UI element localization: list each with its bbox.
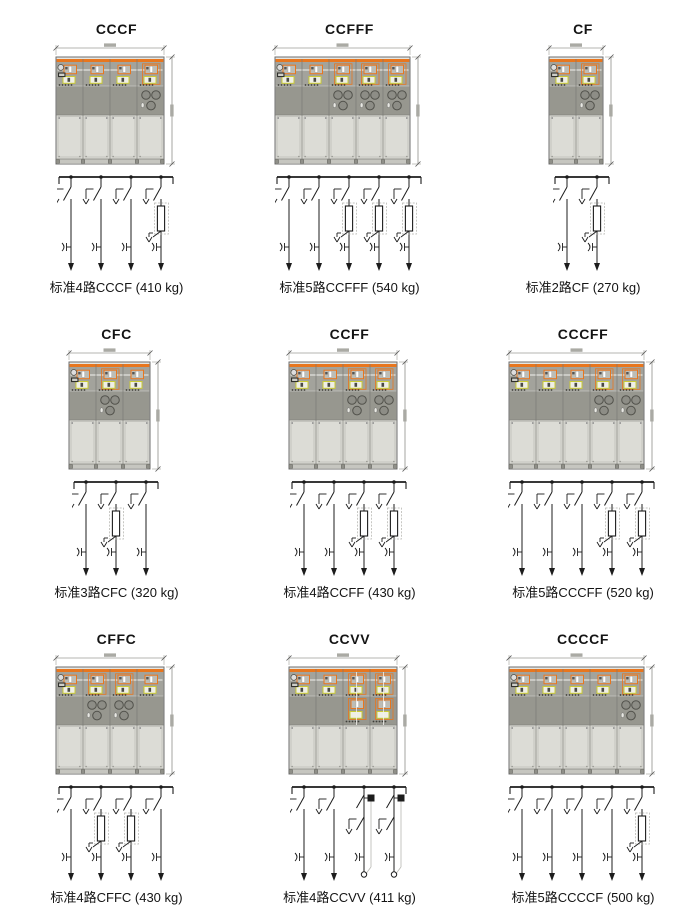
switchgear-panel: CCCCF 标准5路CCCCF (500 kg)	[466, 610, 700, 917]
cabinet-front-view	[505, 653, 655, 777]
single-line-diagram	[56, 175, 174, 271]
single-line-diagram	[56, 785, 174, 881]
single-line-diagram	[274, 175, 422, 271]
panel-title: CCFFF	[325, 21, 374, 37]
panel-title: CCCCF	[557, 631, 609, 647]
single-line-diagram	[508, 480, 655, 576]
cabinet-front-view	[285, 348, 408, 472]
single-line-diagram	[71, 480, 159, 576]
single-line-diagram	[508, 785, 655, 881]
panel-title: CCFF	[329, 326, 370, 342]
panel-title: CCCFF	[557, 326, 609, 342]
panel-title: CFFC	[96, 631, 137, 647]
switchgear-panel: CFFC 标准4路CFFC (430 kg)	[0, 610, 233, 917]
single-line-diagram	[553, 175, 610, 271]
panel-caption: 标准4路CFFC (430 kg)	[50, 890, 183, 905]
panel-caption: 标准3路CFC (320 kg)	[54, 585, 179, 600]
switchgear-panel: CCFF 标准4路CCFF (430 kg)	[233, 305, 466, 610]
cabinet-front-view	[285, 653, 408, 777]
switchgear-panel: CCVV 标准4路CCVV (411 kg)	[233, 610, 466, 917]
switchgear-panel: CF 标准2路CF (270 kg)	[466, 0, 700, 305]
panel-title: CCVV	[328, 631, 371, 647]
panel-caption: 标准5路CCCCF (500 kg)	[511, 890, 655, 905]
panel-title: CF	[573, 21, 593, 37]
switchgear-panel: CCCFF 标准5路CCCFF (520 kg)	[466, 305, 700, 610]
switchgear-panel: CCCF 标准4路CCCF (410 kg)	[0, 0, 233, 305]
panel-caption: 标准5路CCFFF (540 kg)	[279, 280, 420, 295]
cabinet-front-view	[52, 43, 175, 167]
cabinet-front-view	[505, 348, 655, 472]
panel-title: CFC	[101, 326, 132, 342]
cabinet-front-view	[272, 43, 421, 167]
switchgear-panel: CCFFF 标准5路CCFFF (540 kg)	[233, 0, 466, 305]
cabinet-front-view	[546, 43, 614, 167]
panel-caption: 标准2路CF (270 kg)	[525, 280, 641, 295]
panel-caption: 标准4路CCCF (410 kg)	[49, 280, 184, 295]
cabinet-front-view	[52, 653, 175, 777]
switchgear-panel: CFC 标准3路CFC (320 kg)	[0, 305, 233, 610]
single-line-diagram	[289, 785, 407, 881]
panel-caption: 标准4路CCVV (411 kg)	[283, 890, 416, 905]
panel-caption: 标准5路CCCFF (520 kg)	[512, 585, 654, 600]
panel-title: CCCF	[95, 21, 138, 37]
single-line-diagram	[289, 480, 407, 576]
panel-caption: 标准4路CCFF (430 kg)	[283, 585, 416, 600]
cabinet-front-view	[66, 348, 161, 472]
